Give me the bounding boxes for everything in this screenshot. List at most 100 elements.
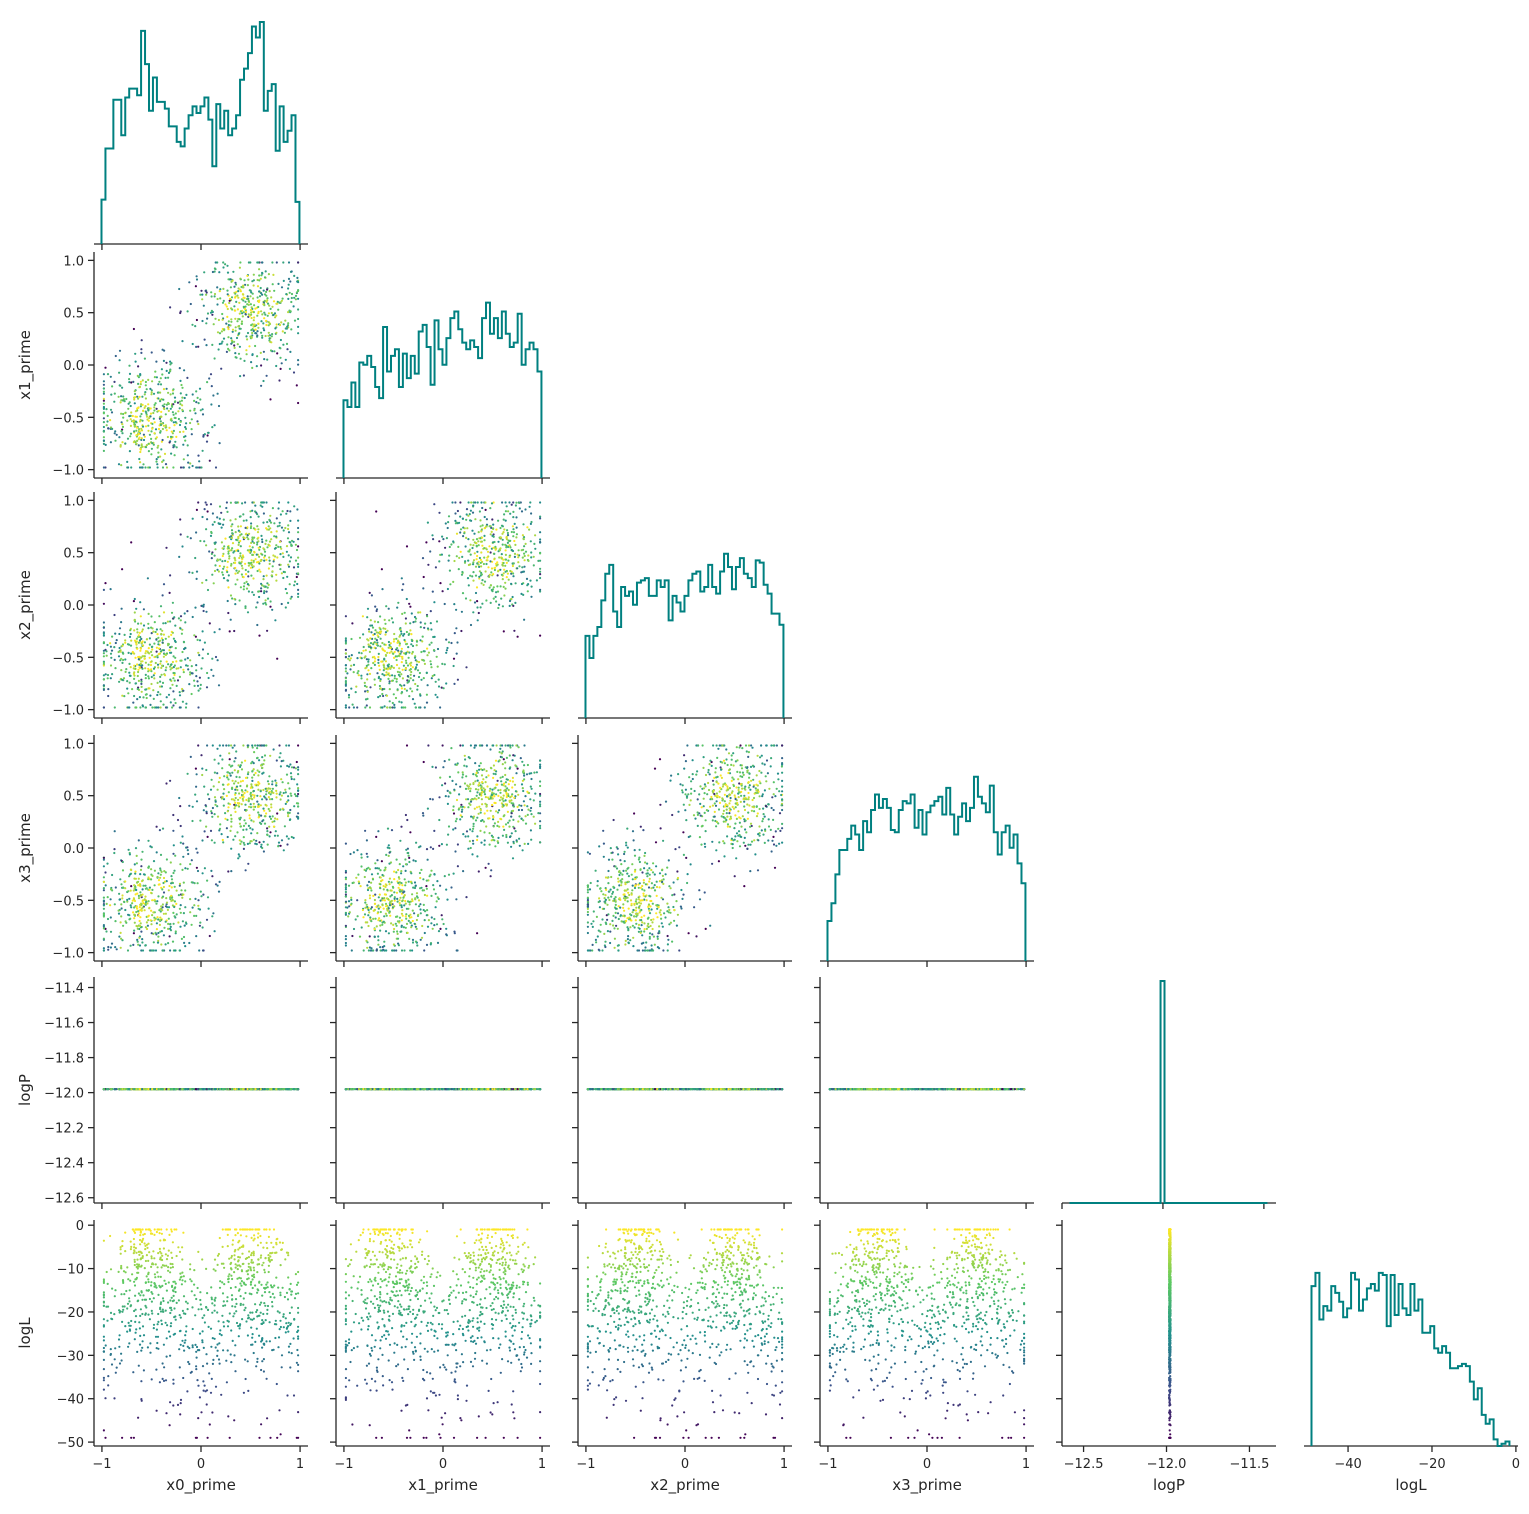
scatter-point (258, 841, 261, 844)
scatter-point (396, 897, 399, 901)
scatter-point (242, 556, 245, 559)
scatter-point (133, 639, 137, 642)
scatter-point (514, 601, 517, 605)
scatter-point (395, 891, 399, 894)
scatter-point (188, 571, 191, 574)
scatter-point (137, 839, 140, 842)
scatter-point (391, 949, 394, 952)
scatter-point (113, 851, 116, 855)
scatter-point (478, 510, 481, 513)
scatter-point (505, 561, 508, 565)
scatter-point (165, 696, 168, 699)
scatter-point (227, 336, 230, 339)
scatter-point (492, 523, 495, 526)
scatter-point (378, 893, 381, 896)
scatter-point (278, 540, 282, 543)
scatter-point (109, 375, 112, 378)
scatter-point (258, 821, 262, 824)
scatter-point (204, 501, 207, 504)
scatter-point (256, 601, 259, 604)
scatter-point (478, 575, 481, 578)
scatter-point (504, 767, 507, 770)
scatter-point (147, 670, 150, 673)
scatter-point (357, 674, 360, 677)
scatter-point (344, 689, 347, 692)
scatter-point (210, 839, 213, 842)
scatter-point (378, 917, 381, 920)
scatter-point (532, 564, 535, 567)
scatter-point (219, 297, 222, 300)
scatter-point (161, 348, 164, 351)
scatter-point (483, 812, 486, 815)
scatter-point (147, 865, 150, 868)
scatter-point (133, 677, 136, 681)
scatter-point (263, 591, 266, 595)
scatter-point (258, 568, 261, 571)
scatter-point (414, 655, 417, 658)
scatter-point (275, 331, 278, 334)
scatter-point (297, 744, 300, 747)
scatter-point (172, 671, 175, 675)
scatter-point (220, 367, 223, 370)
scatter-point (355, 685, 358, 688)
scatter-point (169, 701, 172, 704)
scatter-point (102, 412, 105, 415)
scatter-point (373, 655, 376, 659)
scatter-point (203, 830, 206, 833)
scatter-point (102, 652, 105, 655)
scatter-point (463, 754, 466, 757)
scatter-point (420, 868, 423, 872)
scatter-point (274, 779, 277, 782)
scatter-point (534, 547, 537, 550)
y-tick-label: −1.0 (52, 704, 84, 719)
scatter-point (246, 295, 249, 298)
scatter-point (159, 873, 162, 876)
scatter-point (381, 648, 384, 651)
scatter-point (236, 343, 239, 346)
scatter-point (191, 342, 194, 346)
scatter-point (226, 264, 229, 267)
scatter-point (147, 466, 150, 469)
scatter-point (467, 756, 470, 759)
scatter-point (503, 828, 506, 832)
scatter-point (157, 939, 160, 943)
scatter-point (297, 766, 300, 769)
scatter-point (244, 305, 247, 308)
scatter-point (265, 804, 268, 807)
scatter-point (238, 599, 241, 602)
scatter-point (141, 850, 144, 853)
scatter-point (405, 545, 409, 548)
scatter-point (357, 873, 360, 876)
scatter-point (184, 867, 187, 870)
scatter-point (248, 345, 251, 348)
scatter-point (190, 692, 193, 696)
scatter-point (366, 941, 369, 944)
scatter-point (472, 559, 476, 562)
scatter-point (278, 521, 281, 524)
scatter-point (254, 332, 257, 335)
scatter-point (514, 543, 517, 547)
scatter-point (520, 582, 524, 586)
scatter-point (489, 766, 492, 770)
scatter-point (492, 772, 495, 775)
scatter-point (181, 650, 184, 654)
scatter-point (251, 538, 254, 541)
scatter-point (137, 406, 140, 409)
scatter-point (161, 594, 164, 597)
scatter-point (186, 610, 189, 613)
scatter-point (489, 601, 492, 605)
scatter-point (467, 806, 470, 809)
scatter-point (230, 296, 234, 299)
scatter-point (284, 606, 287, 609)
scatter-point (232, 270, 235, 273)
scatter-point (244, 501, 247, 504)
scatter-point (234, 583, 237, 586)
scatter-point (144, 405, 147, 408)
scatter-point (267, 782, 270, 786)
scatter-point (365, 867, 368, 870)
scatter-point (254, 504, 257, 507)
scatter-point (184, 426, 187, 429)
scatter-point (265, 527, 268, 530)
scatter-point (150, 660, 153, 663)
scatter-point (492, 586, 495, 589)
